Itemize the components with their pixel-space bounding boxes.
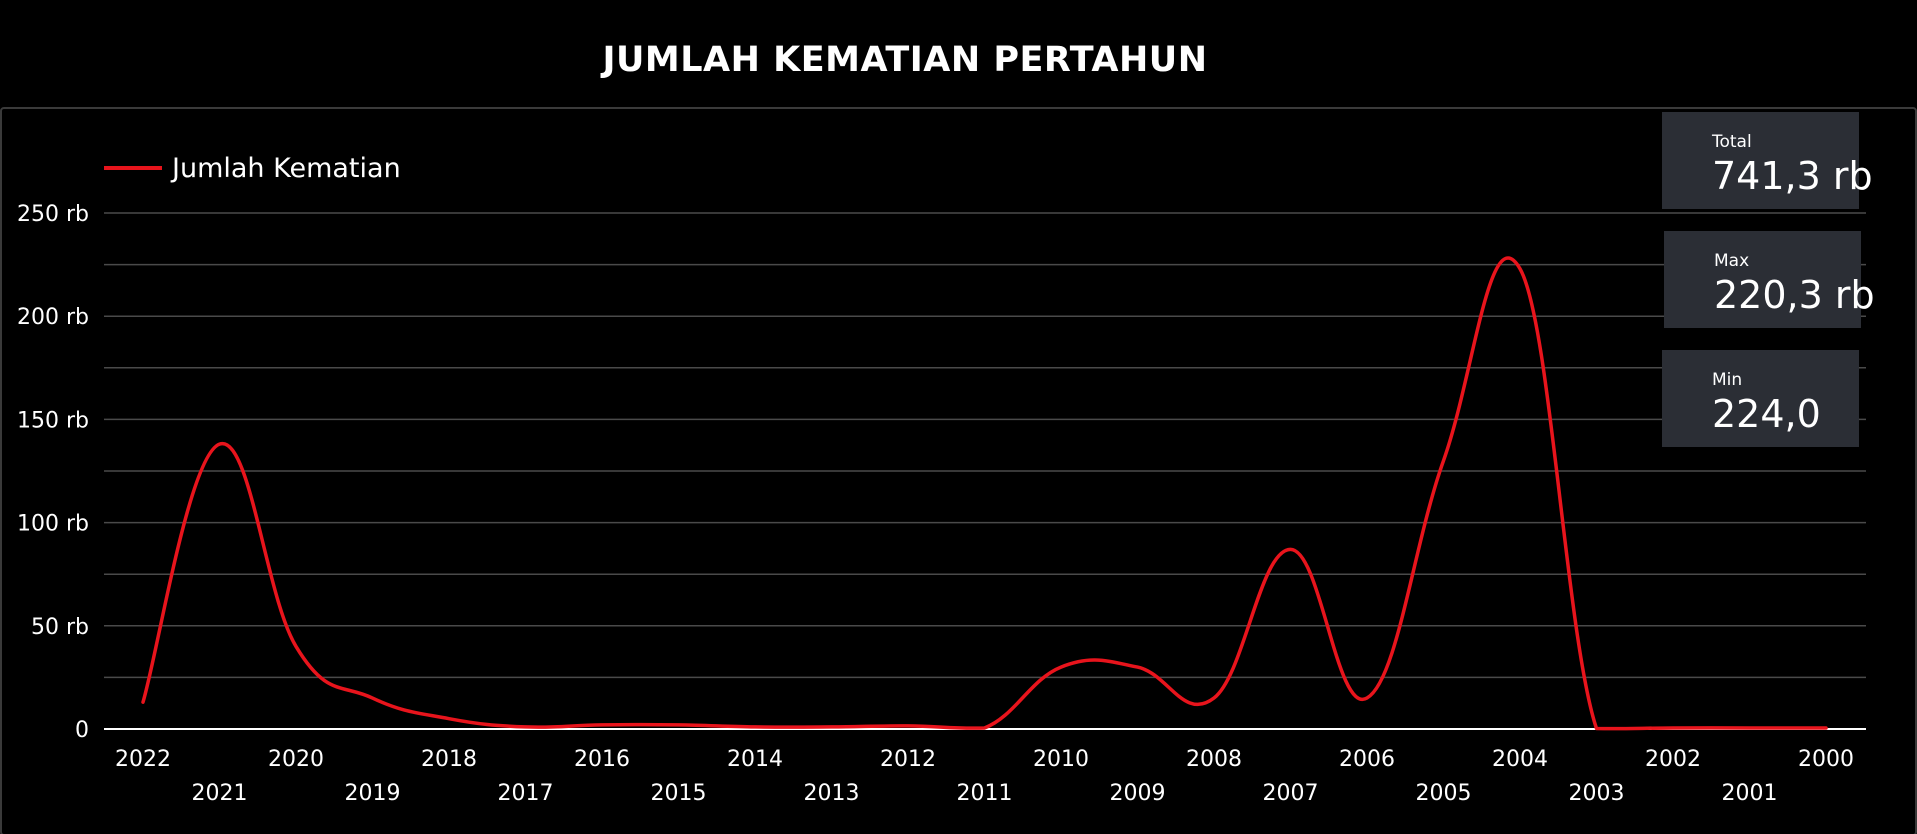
x-tick-label: 2007	[1263, 781, 1319, 806]
kpi-total-value: 741,3 rb	[1712, 154, 1873, 198]
x-tick-label: 2017	[498, 781, 554, 806]
kpi-min-value: 224,0	[1712, 392, 1821, 436]
x-tick-label: 2016	[574, 747, 630, 772]
x-tick-label: 2000	[1798, 747, 1854, 772]
y-tick-label: 150 rb	[17, 408, 89, 433]
x-tick-label: 2004	[1492, 747, 1548, 772]
x-tick-label: 2018	[421, 747, 477, 772]
x-tick-label: 2003	[1569, 781, 1625, 806]
x-tick-label: 2010	[1033, 747, 1089, 772]
y-tick-label: 0	[75, 718, 89, 743]
chart-title: JUMLAH KEMATIAN PERTAHUN	[602, 40, 1208, 80]
x-tick-label: 2020	[268, 747, 324, 772]
x-tick-label: 2015	[651, 781, 707, 806]
kpi-min-label: Min	[1712, 370, 1743, 390]
kpi-total-label: Total	[1712, 132, 1752, 152]
legend-label: Jumlah Kematian	[170, 153, 401, 184]
kpi-card-min: Min 224,0	[1662, 350, 1859, 447]
y-tick-label: 100 rb	[17, 512, 89, 537]
x-tick-label: 2021	[192, 781, 248, 806]
x-tick-label: 2009	[1110, 781, 1166, 806]
x-tick-label: 2011	[957, 781, 1013, 806]
x-tick-label: 2012	[880, 747, 936, 772]
x-tick-label: 2001	[1722, 781, 1778, 806]
series-line-jumlah-kematian	[141, 256, 1828, 731]
x-tick-label: 2014	[727, 747, 783, 772]
x-tick-label: 2002	[1645, 747, 1701, 772]
x-tick-label: 2008	[1186, 747, 1242, 772]
x-tick-label: 2006	[1339, 747, 1395, 772]
y-tick-label: 250 rb	[17, 202, 89, 227]
y-tick-label: 200 rb	[17, 305, 89, 330]
x-tick-label: 2005	[1416, 781, 1472, 806]
kpi-max-label: Max	[1714, 251, 1750, 271]
kpi-card-max: Max 220,3 rb	[1664, 231, 1875, 328]
kpi-card-total: Total 741,3 rb	[1662, 112, 1873, 209]
x-tick-label: 2013	[804, 781, 860, 806]
y-tick-label: 50 rb	[31, 615, 89, 640]
kpi-max-value: 220,3 rb	[1714, 273, 1875, 317]
x-tick-label: 2019	[345, 781, 401, 806]
x-tick-label: 2022	[115, 747, 171, 772]
